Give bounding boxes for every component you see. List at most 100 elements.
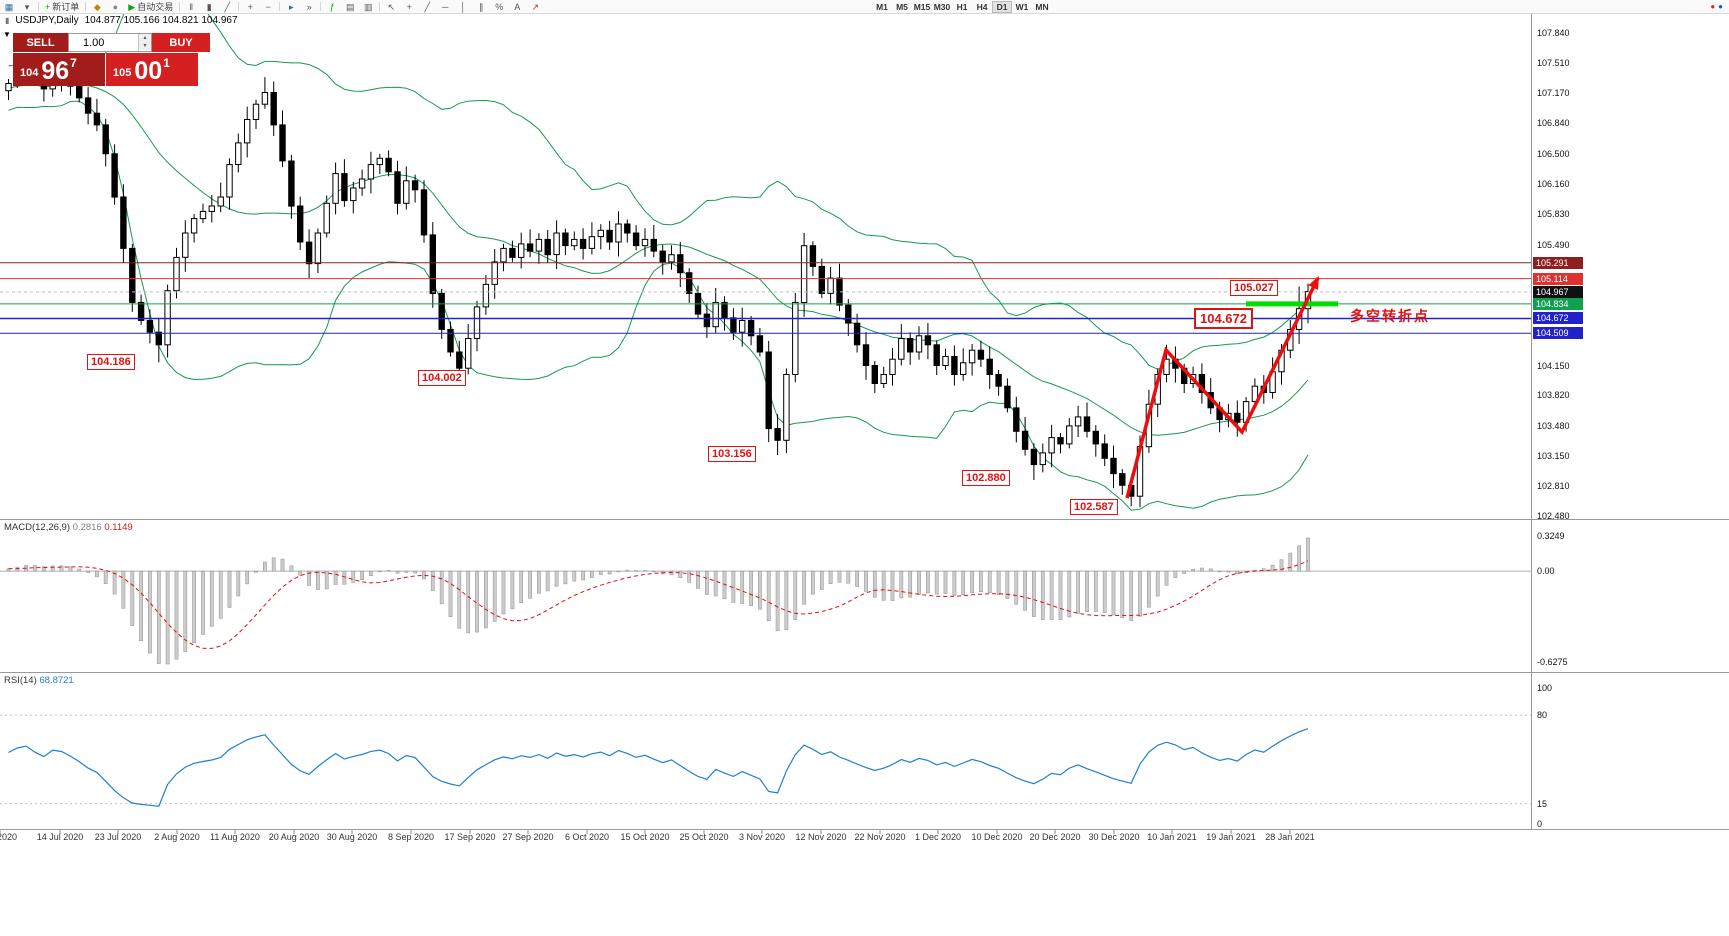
auto-trading-button-glyph: ▶ (128, 1, 136, 12)
macd-panel-separator[interactable] (0, 519, 1729, 520)
channel-icon-glyph: ∥ (478, 1, 484, 12)
price-tick-label: 104.150 (1537, 360, 1570, 371)
price-tag-105.114: 105.114 (1533, 272, 1583, 285)
volume-up-icon[interactable]: ▴ (139, 34, 151, 42)
rsi-value: 68.8721 (39, 675, 74, 686)
date-label: 2 Aug 2020 (154, 832, 200, 842)
timeframe-w1-button[interactable]: W1 (1015, 1, 1029, 12)
cursor-icon-glyph: ↖ (387, 1, 395, 12)
zoom-in-icon[interactable]: + (241, 1, 259, 13)
line-chart-icon[interactable]: ╱ (218, 1, 236, 13)
macd-axis-zero-label: 0.00 (1537, 566, 1555, 577)
cursor-icon[interactable]: ↖ (382, 1, 400, 13)
price-tag-104.672: 104.672 (1533, 312, 1583, 325)
ask-price-pip: 1 (163, 56, 170, 70)
status-blue-dot: ● (1718, 2, 1723, 11)
rsi-name: RSI(14) (4, 675, 37, 686)
date-label: 25 Oct 2020 (679, 832, 729, 842)
date-label: 23 Jul 2020 (94, 832, 142, 842)
timeframe-m1-button[interactable]: M1 (876, 1, 888, 12)
bid-price-panel[interactable]: 104 96 7 (13, 53, 105, 86)
chart-shift-icon-glyph: » (306, 1, 312, 12)
bid-price-pip: 7 (70, 56, 77, 70)
date-label: 17 Sep 2020 (444, 832, 496, 842)
chart-profiles-icon-glyph: ▾ (24, 1, 30, 12)
candlestick-chart-icon[interactable]: ▮ (200, 1, 218, 13)
indicators-icon[interactable]: ƒ (323, 1, 341, 13)
timeframe-m30-button[interactable]: M30 (933, 1, 951, 12)
timeframe-h4-button[interactable]: H4 (976, 1, 988, 12)
rsi-panel-separator[interactable] (0, 672, 1729, 673)
toolbar-separator (38, 2, 39, 11)
sell-button[interactable]: SELL (13, 33, 68, 52)
text-icon[interactable]: A (508, 1, 526, 13)
date-axis-separator[interactable] (0, 829, 1729, 830)
price-tick-label: 103.480 (1537, 420, 1570, 431)
trendline-icon[interactable]: ╱ (418, 1, 436, 13)
vertical-line-icon[interactable]: │ (454, 1, 472, 13)
date-label: 1 Dec 2020 (914, 832, 962, 842)
date-label: 3 Nov 2020 (738, 832, 786, 842)
trendline-icon-glyph: ╱ (424, 1, 430, 12)
price-tick-label: 105.490 (1537, 239, 1570, 250)
arrow-object-icon-glyph: ↗ (531, 1, 539, 12)
periods-icon[interactable]: ▤ (341, 1, 359, 13)
price-annotation-103.156[interactable]: 103.156 (708, 446, 756, 462)
price-tick-label: 106.500 (1537, 148, 1570, 159)
chart-symbol-period: USDJPY,Daily (15, 15, 79, 26)
toolbar-separator (238, 2, 240, 11)
price-annotation-104.672[interactable]: 104.672 (1194, 308, 1253, 329)
macd-name: MACD(12,26,9) (4, 522, 70, 533)
price-annotation-104.186[interactable]: 104.186 (87, 354, 135, 370)
date-label: 20 Aug 2020 (268, 832, 320, 842)
metaeditor-icon[interactable]: ◆ (88, 1, 106, 13)
price-annotation-104.002[interactable]: 104.002 (418, 370, 466, 386)
chart-profiles-icon[interactable]: ▾ (18, 1, 36, 13)
crosshair-icon[interactable]: + (400, 1, 418, 13)
new-order-button[interactable]: + 新订单 (41, 1, 83, 13)
fibonacci-icon[interactable]: % (490, 1, 508, 13)
buy-button[interactable]: BUY (152, 33, 210, 52)
new-chart-icon-glyph: ▦ (4, 1, 14, 12)
zoom-out-icon[interactable]: − (259, 1, 277, 13)
volume-input[interactable]: 1.00 ▴ ▾ (68, 33, 152, 52)
rsi-axis-label-80: 80 (1537, 710, 1548, 721)
auto-trading-button[interactable]: ▶ 自动交易 (124, 1, 177, 13)
price-annotation-105.027[interactable]: 105.027 (1230, 280, 1278, 296)
status-red-dot: ● (1710, 2, 1716, 11)
timeframe-m15-button[interactable]: M15 (913, 1, 931, 12)
toolbar-left-group: ▦ ▾ + 新订单 ◆ ● ▶ 自动交易 ‖ ▮ ╱ + − ▸» ƒ ▤ ▥ ↖ + ╱ ─ │ ∥% A ↗ (0, 0, 544, 13)
auto-scroll-icon[interactable]: ▸ (282, 1, 300, 13)
bar-chart-icon-glyph: ‖ (189, 1, 194, 12)
horizontal-line-icon[interactable]: ─ (436, 1, 454, 13)
price-annotation-102.587[interactable]: 102.587 (1070, 499, 1118, 515)
bar-chart-icon[interactable]: ‖ (182, 1, 200, 13)
date-label: 12 Nov 2020 (795, 832, 847, 842)
ask-price-panel[interactable]: 105 00 1 (106, 53, 198, 86)
volume-down-icon[interactable]: ▾ (139, 42, 151, 50)
timeframe-d1-button[interactable]: D1 (992, 0, 1012, 13)
toolbar-separator (320, 2, 322, 11)
macd-axis-min-label: -0.6275 (1537, 657, 1568, 667)
timeframe-toolbar: M1 M5 M15 M30 H1 H4 D1 W1 MN (872, 0, 1052, 13)
channel-icon[interactable]: ∥ (472, 1, 490, 13)
chart-shift-icon[interactable]: » (300, 1, 318, 13)
text-icon-glyph: A (514, 1, 521, 12)
timeframe-m5-button[interactable]: M5 (896, 1, 908, 12)
price-annotation-102.880[interactable]: 102.880 (962, 470, 1010, 486)
bull-bear-turning-point-note[interactable]: 多空转折点 (1350, 308, 1430, 324)
price-tag-104.834: 104.834 (1533, 297, 1583, 310)
alerts-icon[interactable]: ● (106, 1, 124, 13)
timeframe-mn-button[interactable]: MN (1035, 1, 1049, 12)
new-chart-icon[interactable]: ▦ (0, 1, 18, 13)
bid-price-big: 96 (41, 57, 70, 85)
chart-title: ▮ USDJPY,Daily 104.877 105.166 104.821 1… (5, 15, 238, 26)
arrow-object-icon[interactable]: ↗ (526, 1, 544, 13)
collapse-one-click-icon[interactable]: ▼ (3, 30, 11, 39)
fibonacci-icon-glyph: % (495, 1, 504, 12)
templates-icon[interactable]: ▥ (359, 1, 377, 13)
line-chart-icon-glyph: ╱ (224, 1, 230, 12)
timeframe-h1-button[interactable]: H1 (956, 1, 968, 12)
